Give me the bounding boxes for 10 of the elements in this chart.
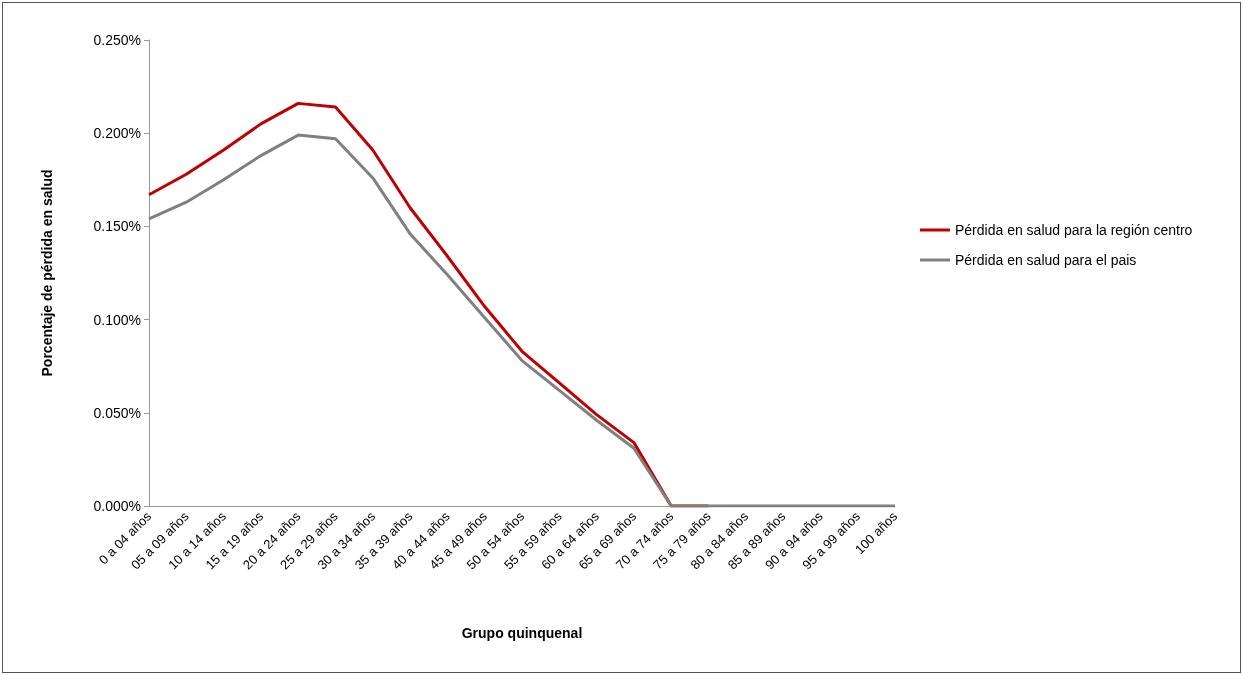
- y-tick-label: 0.150%: [93, 218, 141, 235]
- legend-label: Pérdida en salud para la región centro: [955, 222, 1193, 238]
- y-tick-label: 0.250%: [93, 32, 141, 48]
- y-tick-label: 0.000%: [93, 498, 141, 514]
- y-tick-label: 0.200%: [93, 125, 141, 142]
- y-tick-label: 0.100%: [93, 311, 141, 328]
- legend-label: Pérdida en salud para el pais: [955, 252, 1137, 268]
- x-axis-title: Grupo quinquenal: [461, 625, 583, 641]
- y-axis-title: Porcentaje de pérdida en salud: [39, 169, 55, 377]
- y-tick-label: 0.050%: [93, 404, 141, 421]
